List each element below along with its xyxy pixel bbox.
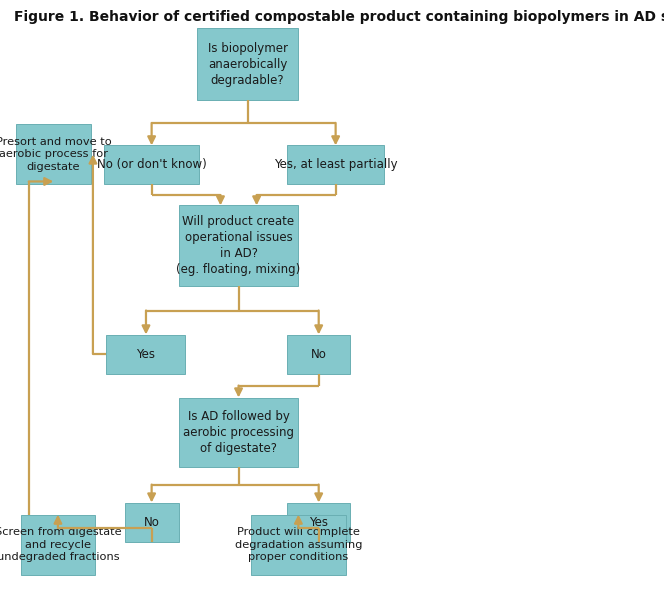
FancyBboxPatch shape: [287, 145, 384, 185]
FancyBboxPatch shape: [179, 206, 298, 286]
Text: Yes: Yes: [137, 347, 155, 361]
FancyBboxPatch shape: [251, 514, 346, 575]
FancyBboxPatch shape: [106, 335, 185, 373]
Text: Screen from digestate
and recycle
undegraded fractions: Screen from digestate and recycle undegr…: [0, 527, 122, 562]
Text: No (or don't know): No (or don't know): [97, 159, 207, 171]
Text: Product will complete
degradation assuming
proper conditions: Product will complete degradation assumi…: [234, 527, 362, 562]
Text: Is biopolymer
anaerobically
degradable?: Is biopolymer anaerobically degradable?: [208, 42, 288, 87]
FancyBboxPatch shape: [125, 502, 179, 541]
FancyBboxPatch shape: [179, 397, 298, 467]
Text: Yes: Yes: [309, 516, 328, 529]
FancyBboxPatch shape: [16, 124, 91, 185]
FancyBboxPatch shape: [21, 514, 95, 575]
Text: Presort and move to
aerobic process for
digestate: Presort and move to aerobic process for …: [0, 137, 112, 172]
FancyBboxPatch shape: [104, 145, 199, 185]
Text: No: No: [311, 347, 327, 361]
Text: Yes, at least partially: Yes, at least partially: [274, 159, 398, 171]
Text: Figure 1. Behavior of certified compostable product containing biopolymers in AD: Figure 1. Behavior of certified composta…: [14, 10, 664, 24]
FancyBboxPatch shape: [197, 28, 298, 101]
FancyBboxPatch shape: [287, 335, 351, 373]
FancyBboxPatch shape: [287, 502, 351, 541]
Text: Is AD followed by
aerobic processing
of digestate?: Is AD followed by aerobic processing of …: [183, 409, 294, 455]
Text: No: No: [143, 516, 159, 529]
Text: Will product create
operational issues
in AD?
(eg. floating, mixing): Will product create operational issues i…: [177, 215, 301, 277]
